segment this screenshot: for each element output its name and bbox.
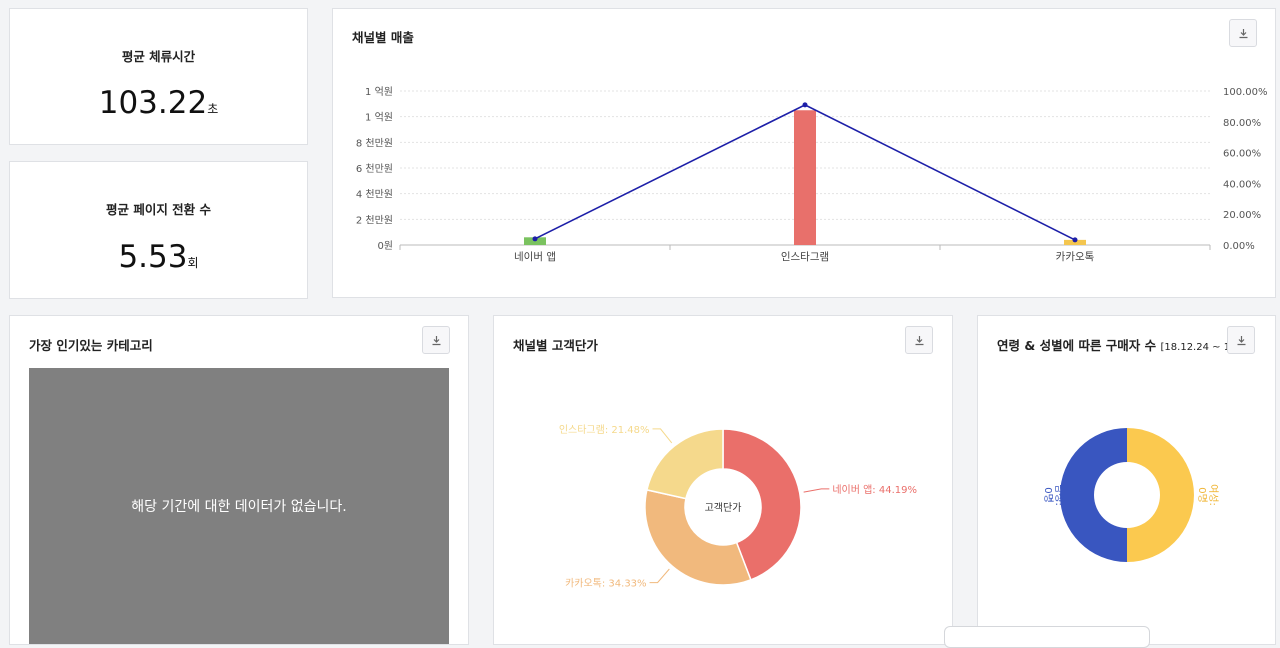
donut-slice: [644, 488, 752, 586]
download-icon: [915, 336, 924, 346]
download-button[interactable]: [1229, 19, 1257, 47]
y-tick-label-left: 1 억원: [365, 112, 393, 124]
download-button[interactable]: [1227, 326, 1255, 354]
card-title: 가장 인기있는 카테고리: [29, 338, 153, 353]
slice-label: 네이버 앱: 44.19%: [832, 484, 917, 496]
card-title-text: 연령 & 성별에 따른 구매자 수: [997, 338, 1157, 353]
y-tick-label-left: 6 천만원: [356, 163, 393, 175]
y-tick-label-right: 80.00%: [1223, 118, 1261, 129]
donut-slice: [1127, 428, 1194, 562]
stat-card-dwell-time: 평균 체류시간 103.22초: [9, 8, 308, 145]
y-tick-label-left: 2 천만원: [356, 214, 393, 226]
empty-message: 해당 기간에 대한 데이터가 없습니다.: [131, 499, 347, 515]
download-icon: [1237, 336, 1246, 346]
gender-name: 남성:: [1053, 484, 1065, 506]
donut-slice: [722, 428, 802, 581]
empty-state: 해당 기간에 대한 데이터가 없습니다.: [29, 368, 449, 644]
gender-name: 여성:: [1207, 484, 1219, 506]
y-tick-label-left: 8 천만원: [356, 137, 393, 149]
card-title: 연령 & 성별에 따른 구매자 수 [18.12.24 ~ 19.01: [997, 335, 1252, 354]
customer-price-donut: 네이버 앱: 44.19% 카카오톡: 34.33% 인스타그램: 21.48% 고객…: [559, 424, 917, 590]
stat-label: 평균 체류시간: [121, 49, 196, 64]
customer-price-card: 채널별 고객단가 네이버 앱: 44.19% 카카오톡: 34.33% 인스타그램:…: [493, 315, 953, 645]
download-button[interactable]: [905, 326, 933, 354]
y-tick-label-right: 0.00%: [1223, 241, 1255, 252]
y-tick-label-right: 100.00%: [1223, 87, 1268, 98]
download-icon: [432, 336, 441, 346]
download-button[interactable]: [422, 326, 450, 354]
stat-unit: 초: [207, 102, 219, 116]
stat-label: 평균 페이지 전환 수: [105, 202, 212, 217]
slice-leader-line: [652, 428, 673, 444]
line-point: [1072, 237, 1078, 243]
bar: [1064, 239, 1086, 245]
card-title: 채널별 고객단가: [513, 338, 598, 353]
gender-count: 0명: [1196, 487, 1208, 503]
gender-label: 여성:0명: [1196, 484, 1219, 506]
line-point: [532, 236, 538, 242]
slice-label: 인스타그램: 21.48%: [559, 424, 650, 436]
date-range: [18.12.24 ~ 19.01: [1160, 342, 1253, 353]
y-tick-label-left: 0원: [377, 240, 393, 252]
y-tick-label-left: 4 천만원: [356, 189, 393, 201]
stat-number: 103.22: [98, 85, 208, 121]
y-tick-label-left: 1 억원: [365, 86, 393, 98]
slice-leader-line: [803, 488, 830, 493]
x-tick-label: 인스타그램: [781, 251, 829, 263]
x-tick-label: 카카오톡: [1056, 251, 1095, 263]
x-tick-label: 네이버 앱: [514, 251, 556, 263]
channel-sales-card: 채널별 매출 0원 2 천만원 4 천만원 6 천만원 8 천만원 1 억원 1 억원 0.0…: [332, 8, 1276, 298]
floating-panel-edge: [944, 626, 1150, 648]
gender-count: 0명: [1042, 487, 1054, 503]
stat-card-page-transitions: 평균 페이지 전환 수 5.53회: [9, 161, 308, 299]
donut-slice: [1060, 428, 1127, 562]
download-icon: [1239, 29, 1248, 39]
gender-label: 남성:0명: [1042, 484, 1065, 506]
channel-sales-chart: 0원 2 천만원 4 천만원 6 천만원 8 천만원 1 억원 1 억원 0.00% 20.00…: [356, 86, 1268, 263]
bar: [794, 110, 816, 245]
stat-unit: 회: [187, 256, 199, 270]
card-title: 채널별 매출: [352, 30, 414, 45]
stat-value: 5.53회: [10, 239, 307, 275]
popular-category-card: 가장 인기있는 카테고리 해당 기간에 대한 데이터가 없습니다.: [9, 315, 469, 645]
donut-center-label: 고객단가: [705, 502, 742, 514]
stat-value: 103.22초: [10, 85, 307, 121]
stat-number: 5.53: [118, 239, 188, 275]
y-tick-label-right: 60.00%: [1223, 149, 1261, 160]
y-tick-label-right: 40.00%: [1223, 179, 1261, 190]
slice-label: 카카오톡: 34.33%: [565, 578, 646, 590]
donut-slice: [646, 428, 724, 500]
line-point: [802, 102, 808, 108]
age-gender-card: 연령 & 성별에 따른 구매자 수 [18.12.24 ~ 19.01 여성:0…: [977, 315, 1276, 645]
y-tick-label-right: 20.00%: [1223, 210, 1261, 221]
slice-leader-line: [649, 568, 670, 584]
